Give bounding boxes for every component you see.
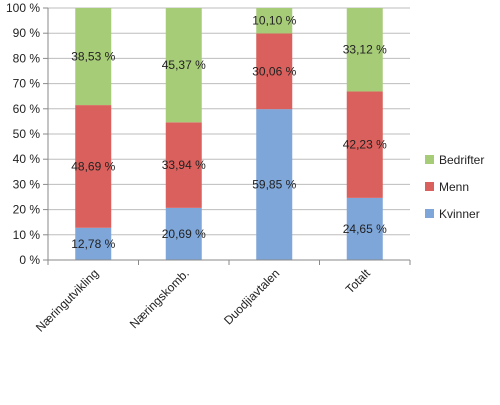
y-tick-label: 70 %: [13, 77, 41, 91]
legend-label: Kvinner: [439, 207, 480, 221]
x-tick-label: Næringutvikling: [33, 266, 101, 334]
bar-bedrifter: [256, 7, 293, 34]
y-tick-label: 90 %: [13, 26, 41, 40]
legend-swatch: [425, 209, 434, 218]
data-label: 33,94 %: [162, 158, 206, 172]
legend-label: Bedrifter: [439, 153, 484, 167]
bar-menn: [165, 122, 202, 208]
legend-label: Menn: [439, 180, 469, 194]
legend-swatch: [425, 155, 434, 164]
bar-bedrifter: [75, 8, 112, 106]
data-label: 45,37 %: [162, 58, 206, 72]
data-label: 30,06 %: [252, 64, 296, 78]
y-tick-label: 80 %: [13, 51, 41, 65]
data-label: 33,12 %: [343, 43, 387, 57]
data-label: 42,23 %: [343, 138, 387, 152]
y-tick-label: 0 %: [19, 253, 40, 267]
x-tick-label: Totalt: [343, 266, 374, 297]
data-label: 48,69 %: [71, 159, 115, 173]
x-tick-label: Næringskomb.: [127, 266, 192, 331]
data-label: 10,10 %: [252, 14, 296, 28]
legend-swatch: [425, 182, 434, 191]
x-tick-label: Duodjiavtalen: [221, 266, 282, 327]
y-tick-label: 30 %: [13, 177, 41, 191]
data-label: 12,78 %: [71, 237, 115, 251]
bar-bedrifter: [165, 8, 202, 123]
data-label: 20,69 %: [162, 227, 206, 241]
data-label: 38,53 %: [71, 50, 115, 64]
bar-menn: [346, 91, 383, 198]
bar-kvinner: [346, 197, 383, 260]
y-tick-label: 50 %: [13, 127, 41, 141]
y-tick-label: 60 %: [13, 102, 41, 116]
y-tick-label: 10 %: [13, 228, 41, 242]
bar-menn: [256, 33, 293, 110]
bar-bedrifter: [346, 8, 383, 92]
bar-kvinner: [256, 109, 293, 260]
data-label: 24,65 %: [343, 222, 387, 236]
y-tick-label: 40 %: [13, 152, 41, 166]
bar-kvinner: [75, 227, 112, 260]
y-tick-label: 100 %: [6, 1, 40, 15]
data-label: 59,85 %: [252, 178, 296, 192]
bar-kvinner: [165, 207, 202, 260]
bar-menn: [75, 105, 112, 228]
y-tick-label: 20 %: [13, 203, 41, 217]
